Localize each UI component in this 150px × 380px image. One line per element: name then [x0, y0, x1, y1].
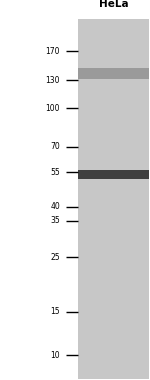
Text: 170: 170 — [46, 47, 60, 56]
Text: 35: 35 — [50, 217, 60, 225]
Text: 70: 70 — [50, 142, 60, 151]
Text: 10: 10 — [51, 351, 60, 360]
Bar — [78, 68, 149, 79]
Bar — [78, 169, 149, 179]
Text: 130: 130 — [46, 76, 60, 85]
Text: 100: 100 — [46, 104, 60, 113]
Text: 40: 40 — [50, 202, 60, 211]
Text: 15: 15 — [51, 307, 60, 317]
Text: HeLa: HeLa — [99, 0, 128, 9]
Text: 55: 55 — [50, 168, 60, 177]
Text: 25: 25 — [51, 253, 60, 261]
Bar — [78, 19, 149, 379]
